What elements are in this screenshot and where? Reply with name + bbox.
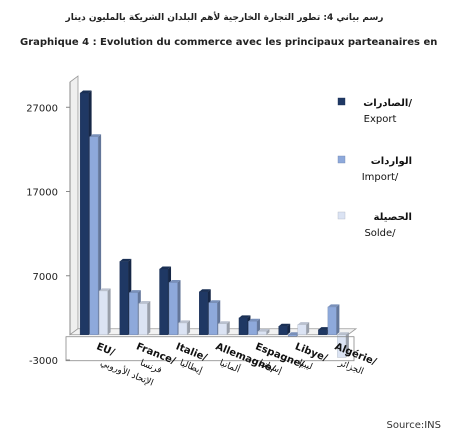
bar-side <box>287 323 291 335</box>
bar-side <box>187 320 191 335</box>
bar-top <box>248 318 260 322</box>
bar-side <box>336 304 340 335</box>
bar-import <box>248 321 258 335</box>
bar-solde <box>98 290 108 335</box>
category-axis-box <box>65 336 355 362</box>
bar-top <box>169 279 181 283</box>
chart-side-wall <box>69 75 79 336</box>
category-label: EU/ <box>95 341 117 358</box>
bar-export <box>278 326 288 335</box>
bar-side <box>266 328 270 335</box>
bar-top <box>297 322 310 325</box>
y-tick-label: 7000 <box>33 272 58 283</box>
bar-top <box>337 332 349 335</box>
bar-import <box>89 136 99 335</box>
bar-solde <box>218 323 227 335</box>
bar-top <box>327 304 340 307</box>
bar-top <box>80 90 92 93</box>
bar-export <box>318 329 328 335</box>
bar-top <box>199 289 211 292</box>
legend-swatch <box>337 155 346 164</box>
bar-solde <box>297 324 307 335</box>
bar-top <box>318 327 330 330</box>
legend-label: Import/ <box>362 172 399 183</box>
category-label-arabic: ليبيا <box>297 358 313 372</box>
bar-side <box>226 321 230 335</box>
bar-side <box>177 279 181 335</box>
bar-top <box>238 315 251 318</box>
y-tick-label: 17000 <box>26 188 58 199</box>
chart-title-arabic: رسم بياني 4: تطور التجارة الخارجية لأهم … <box>65 13 384 23</box>
bar-import <box>287 334 297 337</box>
bar-solde <box>257 331 267 335</box>
bar-side <box>306 322 310 335</box>
bar-top <box>119 258 132 262</box>
bar-export <box>199 291 208 335</box>
legend-label-arabic: الحصيلة <box>374 212 412 223</box>
legend-label-arabic: الواردات <box>371 156 412 167</box>
bar-export <box>119 261 129 335</box>
bar-import <box>129 292 139 335</box>
bar-top <box>99 288 111 291</box>
legend-label: Solde/ <box>364 228 396 239</box>
legend-label: Export <box>364 114 397 125</box>
bar-import <box>168 282 178 335</box>
bar-solde <box>138 303 148 335</box>
bar-top <box>257 328 270 332</box>
bar-top <box>129 290 141 293</box>
bar-top <box>138 301 151 304</box>
bar-top <box>89 134 102 137</box>
bar-top <box>159 266 172 270</box>
bar-solde <box>178 322 188 335</box>
bar-import <box>208 302 218 335</box>
chart-title-french: Graphique 4 : Evolution du commerce avec… <box>20 37 438 48</box>
bar-side <box>107 288 111 335</box>
bar-export <box>79 92 89 335</box>
bar-side <box>345 332 349 358</box>
legend-swatch <box>337 211 346 220</box>
y-tick-label: -3000 <box>29 356 58 367</box>
bar-side <box>98 134 102 335</box>
bar-side <box>147 301 151 335</box>
legend-swatch <box>337 97 346 106</box>
bar-export <box>238 317 248 335</box>
y-tick-label: 27000 <box>26 103 58 114</box>
bar-export <box>159 268 169 335</box>
bar-top <box>278 323 291 327</box>
bar-top <box>178 320 191 323</box>
bar-solde <box>337 334 347 358</box>
bar-top <box>288 332 300 335</box>
bar-top <box>208 300 221 303</box>
legend-label-arabic: الصادرات/ <box>363 98 412 109</box>
bar-top <box>218 321 230 324</box>
source-note: Source:INS <box>386 420 442 431</box>
bar-import <box>327 306 337 335</box>
